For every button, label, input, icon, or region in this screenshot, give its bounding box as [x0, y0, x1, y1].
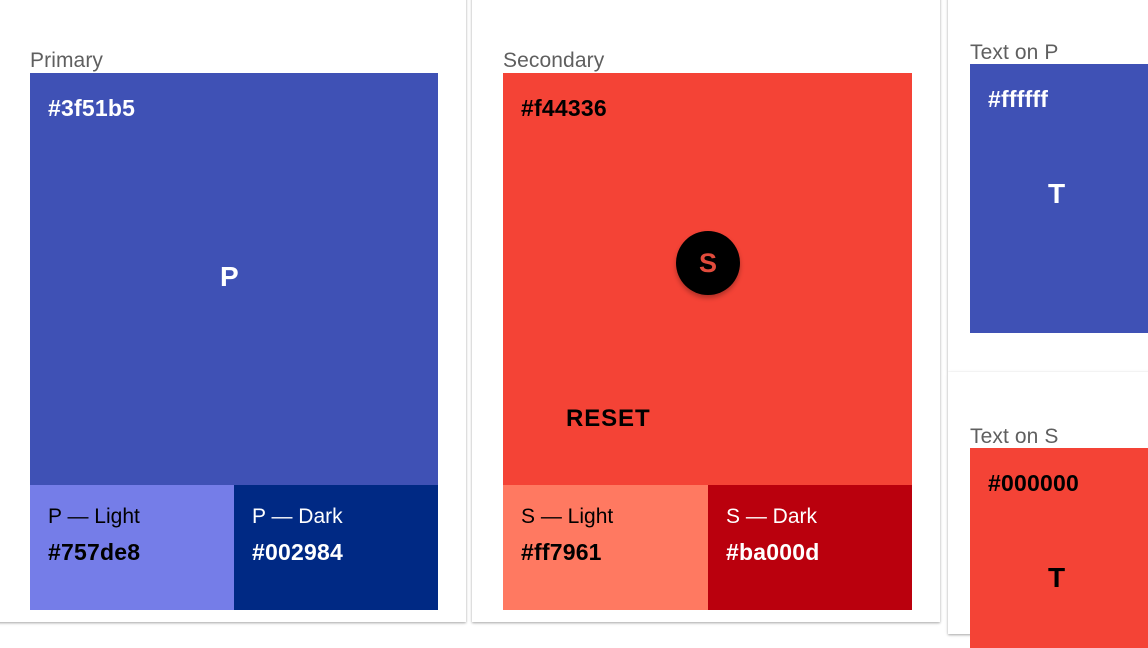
primary-light-swatch[interactable]: P — Light #757de8	[30, 485, 234, 610]
reset-button[interactable]: RESET	[566, 405, 651, 432]
text-on-secondary-title: Text on S	[970, 425, 1059, 449]
secondary-light-name: S — Light	[521, 505, 614, 528]
secondary-dark-hex: #ba000d	[726, 539, 820, 565]
primary-color-card: Primary #3f51b5 P P — Light #757de8 P — …	[0, 0, 466, 622]
text-on-secondary-swatch[interactable]: #000000 T	[970, 448, 1148, 648]
secondary-main-swatch[interactable]: #f44336 S RESET	[503, 73, 912, 485]
secondary-card-title: Secondary	[503, 49, 605, 73]
primary-glyph-p: P	[220, 261, 239, 292]
primary-dark-name: P — Dark	[252, 505, 343, 528]
secondary-fab-button[interactable]: S	[676, 231, 740, 295]
primary-hex-label: #3f51b5	[48, 95, 136, 121]
secondary-light-swatch[interactable]: S — Light #ff7961	[503, 485, 708, 610]
text-on-secondary-hex: #000000	[988, 470, 1079, 496]
primary-card-title: Primary	[30, 49, 104, 73]
text-on-secondary-card: Text on S #000000 T	[948, 372, 1148, 648]
primary-light-name: P — Light	[48, 505, 140, 528]
secondary-dark-swatch[interactable]: S — Dark #ba000d	[708, 485, 912, 610]
color-palette-preview: Primary #3f51b5 P P — Light #757de8 P — …	[30, 0, 1148, 648]
text-on-primary-title: Text on P	[970, 41, 1059, 65]
text-on-secondary-glyph-t: T	[1048, 562, 1066, 593]
primary-main-swatch[interactable]: #3f51b5 P	[30, 73, 438, 485]
primary-light-hex: #757de8	[48, 539, 141, 565]
secondary-light-hex: #ff7961	[521, 539, 602, 565]
primary-dark-swatch[interactable]: P — Dark #002984	[234, 485, 438, 610]
primary-dark-hex: #002984	[252, 539, 343, 565]
secondary-dark-name: S — Dark	[726, 505, 818, 528]
secondary-hex-label: #f44336	[521, 95, 607, 121]
text-on-primary-swatch[interactable]: #ffffff T	[970, 64, 1148, 333]
secondary-color-card: Secondary #f44336 S RESET S — Light #ff7…	[472, 0, 940, 622]
text-on-primary-card: Text on P #ffffff T	[948, 0, 1148, 372]
text-on-primary-hex: #ffffff	[988, 86, 1049, 112]
text-on-primary-glyph-t: T	[1048, 178, 1066, 209]
